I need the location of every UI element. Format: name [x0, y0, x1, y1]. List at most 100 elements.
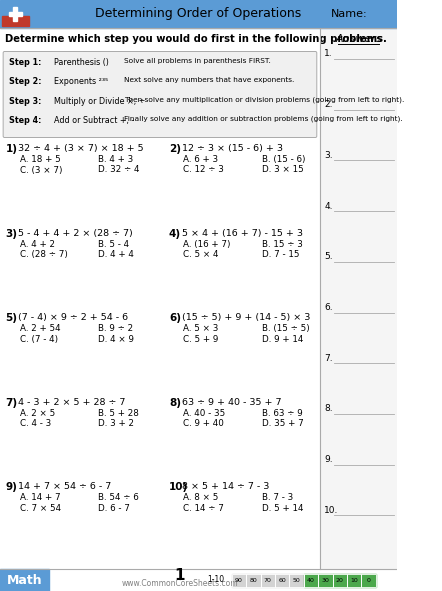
Bar — [332, 573, 347, 586]
Text: 80: 80 — [250, 577, 257, 583]
Text: 8): 8) — [169, 398, 181, 408]
Text: D. 4 + 4: D. 4 + 4 — [98, 250, 134, 259]
Text: Step 3:: Step 3: — [9, 96, 42, 106]
Text: 50: 50 — [293, 577, 301, 583]
Text: D. 5 + 14: D. 5 + 14 — [262, 504, 303, 513]
Text: Add or Subtract +, -: Add or Subtract +, - — [54, 116, 134, 125]
Text: A. 8 × 5: A. 8 × 5 — [183, 493, 219, 502]
Text: A. 18 + 5: A. 18 + 5 — [20, 155, 61, 164]
Text: 5 - 4 + 4 + 2 × (28 ÷ 7): 5 - 4 + 4 + 2 × (28 ÷ 7) — [18, 229, 133, 238]
Text: 7): 7) — [5, 398, 18, 408]
Text: (7 - 4) × 9 ÷ 2 + 54 - 6: (7 - 4) × 9 ÷ 2 + 54 - 6 — [18, 313, 128, 322]
Text: C. (7 - 4): C. (7 - 4) — [20, 335, 58, 344]
Text: C. 9 + 40: C. 9 + 40 — [183, 419, 224, 428]
Bar — [318, 573, 332, 586]
Text: 10: 10 — [350, 577, 358, 583]
Text: B. 5 + 28: B. 5 + 28 — [98, 409, 139, 418]
Bar — [318, 573, 332, 586]
Text: 8 × 5 + 14 ÷ 7 - 3: 8 × 5 + 14 ÷ 7 - 3 — [182, 482, 269, 491]
Text: B. 7 - 3: B. 7 - 3 — [262, 493, 293, 502]
Text: (15 ÷ 5) + 9 + (14 - 5) × 3: (15 ÷ 5) + 9 + (14 - 5) × 3 — [182, 313, 310, 322]
Text: Parenthesis (): Parenthesis () — [54, 58, 109, 67]
Text: Math: Math — [7, 573, 42, 586]
Text: Multiply or Divide ×, ÷: Multiply or Divide ×, ÷ — [54, 96, 145, 106]
Bar — [0, 569, 50, 591]
Text: 4): 4) — [169, 229, 181, 239]
Text: A. 2 × 5: A. 2 × 5 — [20, 409, 55, 418]
Text: D. 3 × 15: D. 3 × 15 — [262, 165, 303, 174]
Text: C. 12 ÷ 3: C. 12 ÷ 3 — [183, 165, 224, 174]
Text: D. 7 - 15: D. 7 - 15 — [262, 250, 299, 259]
Text: Then solve any multiplication or division problems (going from left to right).: Then solve any multiplication or divisio… — [124, 96, 404, 103]
Text: 4 - 3 + 2 × 5 + 28 ÷ 7: 4 - 3 + 2 × 5 + 28 ÷ 7 — [18, 398, 126, 407]
Text: 3.: 3. — [324, 151, 333, 160]
Text: 7.: 7. — [324, 353, 333, 363]
Text: 1.: 1. — [324, 50, 333, 59]
Text: C. 4 - 3: C. 4 - 3 — [20, 419, 51, 428]
Text: 6): 6) — [169, 313, 181, 323]
Text: A. 5 × 3: A. 5 × 3 — [183, 324, 219, 333]
Text: A. 4 + 2: A. 4 + 2 — [20, 239, 55, 249]
Text: www.CommonCoreSheets.com: www.CommonCoreSheets.com — [122, 580, 238, 589]
Text: 10): 10) — [169, 482, 188, 492]
Text: 20: 20 — [336, 577, 343, 583]
Text: A. 14 + 7: A. 14 + 7 — [20, 493, 61, 502]
Bar — [361, 573, 376, 586]
Text: Solve all problems in parenthesis FIRST.: Solve all problems in parenthesis FIRST. — [124, 58, 271, 64]
Text: B. (15 - 6): B. (15 - 6) — [262, 155, 305, 164]
Text: D. 4 × 9: D. 4 × 9 — [98, 335, 134, 344]
Text: 4.: 4. — [324, 202, 333, 210]
Bar — [275, 573, 290, 586]
Text: D. 3 + 2: D. 3 + 2 — [98, 419, 134, 428]
Text: B. 5 - 4: B. 5 - 4 — [98, 239, 129, 249]
Text: 6.: 6. — [324, 303, 333, 312]
Bar — [347, 573, 361, 586]
Text: 9.: 9. — [324, 455, 333, 464]
Bar — [347, 573, 361, 586]
Text: 30: 30 — [321, 577, 329, 583]
Text: D. 6 - 7: D. 6 - 7 — [98, 504, 130, 513]
Bar — [290, 573, 304, 586]
Text: Finally solve any addition or subtraction problems (going from left to right).: Finally solve any addition or subtractio… — [124, 116, 403, 122]
Text: C. 7 × 54: C. 7 × 54 — [20, 504, 61, 513]
Bar — [304, 573, 318, 586]
Bar — [232, 573, 246, 586]
Bar — [361, 573, 376, 586]
Text: 5.: 5. — [324, 252, 333, 261]
Text: C. (3 × 7): C. (3 × 7) — [20, 165, 62, 174]
Text: B. 54 ÷ 6: B. 54 ÷ 6 — [98, 493, 139, 502]
Text: 32 ÷ 4 + (3 × 7) × 18 + 5: 32 ÷ 4 + (3 × 7) × 18 + 5 — [18, 144, 144, 153]
Bar — [304, 573, 318, 586]
Bar — [0, 0, 397, 28]
Text: Step 1:: Step 1: — [9, 58, 42, 67]
Text: Remember: Remember — [6, 51, 116, 69]
Bar — [275, 573, 290, 586]
Text: Determining Order of Operations: Determining Order of Operations — [95, 8, 302, 21]
Text: 8.: 8. — [324, 404, 333, 413]
FancyBboxPatch shape — [3, 51, 317, 138]
Text: A. (16 + 7): A. (16 + 7) — [183, 239, 231, 249]
Text: A. 2 + 54: A. 2 + 54 — [20, 324, 61, 333]
Text: 1-10: 1-10 — [207, 576, 224, 584]
Bar — [261, 573, 275, 586]
Text: C. (28 ÷ 7): C. (28 ÷ 7) — [20, 250, 68, 259]
Text: 63 ÷ 9 + 40 - 35 + 7: 63 ÷ 9 + 40 - 35 + 7 — [182, 398, 281, 407]
Bar — [261, 573, 275, 586]
Text: 14 + 7 × 54 ÷ 6 - 7: 14 + 7 × 54 ÷ 6 - 7 — [18, 482, 111, 491]
Bar — [320, 28, 397, 569]
Text: 1): 1) — [5, 144, 17, 154]
Text: Next solve any numbers that have exponents.: Next solve any numbers that have exponen… — [124, 77, 294, 83]
Text: 5): 5) — [5, 313, 17, 323]
Text: B. 9 ÷ 2: B. 9 ÷ 2 — [98, 324, 133, 333]
Text: C. 5 × 4: C. 5 × 4 — [183, 250, 219, 259]
Text: 12 ÷ 3 × (15 - 6) + 3: 12 ÷ 3 × (15 - 6) + 3 — [182, 144, 282, 153]
Text: B. (15 ÷ 5): B. (15 ÷ 5) — [262, 324, 309, 333]
Text: 1: 1 — [175, 569, 185, 583]
Text: D. 35 + 7: D. 35 + 7 — [262, 419, 303, 428]
Bar — [9, 12, 22, 16]
Text: C. 5 + 9: C. 5 + 9 — [183, 335, 219, 344]
Text: 2.: 2. — [324, 100, 333, 109]
Text: 70: 70 — [264, 577, 272, 583]
Text: B. 15 ÷ 3: B. 15 ÷ 3 — [262, 239, 302, 249]
Text: 90: 90 — [235, 577, 243, 583]
